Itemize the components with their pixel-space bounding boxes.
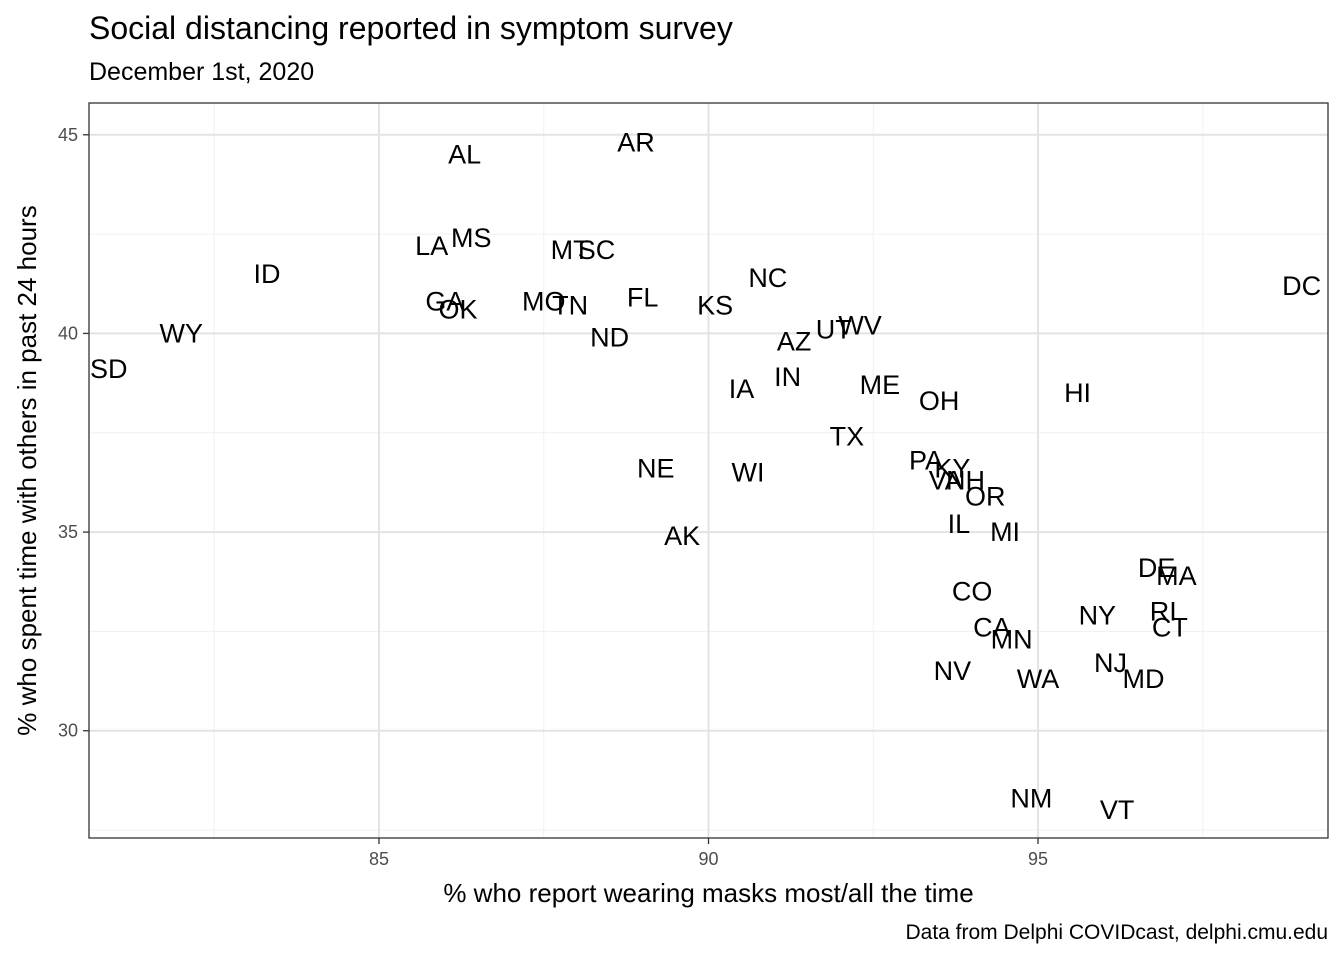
state-label: WI bbox=[732, 457, 765, 487]
state-label: PA bbox=[909, 446, 943, 476]
chart-title: Social distancing reported in symptom su… bbox=[89, 10, 733, 46]
state-label: UT bbox=[816, 314, 852, 344]
state-label: MN bbox=[991, 624, 1033, 654]
y-tick-label: 35 bbox=[58, 522, 78, 542]
state-label: MT bbox=[551, 235, 590, 265]
state-label: IA bbox=[729, 374, 755, 404]
state-label: RI bbox=[1150, 597, 1177, 627]
y-tick-label: 45 bbox=[58, 125, 78, 145]
x-tick-label: 95 bbox=[1028, 849, 1048, 869]
state-label: CA bbox=[973, 612, 1011, 642]
state-label: OR bbox=[965, 481, 1006, 511]
state-label: WA bbox=[1017, 664, 1060, 694]
state-label: NC bbox=[748, 263, 787, 293]
state-label: HI bbox=[1064, 378, 1091, 408]
state-label: WV bbox=[838, 310, 882, 340]
state-label: FL bbox=[627, 283, 659, 313]
state-label: NE bbox=[637, 454, 675, 484]
state-label: NH bbox=[946, 465, 985, 495]
state-label: CT bbox=[1152, 612, 1188, 642]
y-axis-title: % who spent time with others in past 24 … bbox=[12, 205, 42, 735]
state-label: DE bbox=[1138, 553, 1176, 583]
state-label: GA bbox=[425, 287, 464, 317]
state-label: IN bbox=[774, 362, 801, 392]
grid-lines bbox=[89, 103, 1328, 838]
state-label: OK bbox=[439, 295, 478, 325]
state-label: AR bbox=[617, 128, 655, 158]
state-label: OH bbox=[919, 386, 960, 416]
state-label: AL bbox=[448, 140, 481, 170]
state-label: NM bbox=[1010, 783, 1052, 813]
state-label: ND bbox=[590, 322, 629, 352]
state-label: ME bbox=[860, 370, 901, 400]
state-label: TX bbox=[830, 422, 865, 452]
state-label: SD bbox=[90, 354, 128, 384]
axes: 85 90 95 30 35 40 45 bbox=[58, 125, 1048, 869]
state-label: MO bbox=[522, 287, 566, 317]
state-label: WY bbox=[160, 318, 204, 348]
chart-subtitle: December 1st, 2020 bbox=[89, 58, 315, 86]
state-label: MA bbox=[1156, 561, 1197, 591]
state-label: CO bbox=[952, 577, 993, 607]
state-label: DC bbox=[1282, 271, 1321, 301]
state-label: AZ bbox=[777, 326, 812, 356]
state-label: KY bbox=[934, 454, 970, 484]
state-label: VA bbox=[929, 465, 963, 495]
x-tick-label: 85 bbox=[369, 849, 389, 869]
state-label: NV bbox=[934, 656, 972, 686]
state-label: KS bbox=[697, 291, 733, 321]
state-label: NY bbox=[1079, 601, 1117, 631]
state-label: AK bbox=[664, 521, 700, 551]
state-label: MD bbox=[1122, 664, 1164, 694]
x-axis-title: % who report wearing masks most/all the … bbox=[443, 878, 973, 908]
y-tick-label: 40 bbox=[58, 323, 78, 343]
state-label: SC bbox=[578, 235, 616, 265]
x-tick-label: 90 bbox=[698, 849, 718, 869]
state-label: TN bbox=[552, 291, 588, 321]
state-label: ID bbox=[253, 259, 280, 289]
state-label: IL bbox=[948, 509, 971, 539]
y-tick-label: 30 bbox=[58, 721, 78, 741]
state-label: MI bbox=[990, 517, 1020, 547]
state-label: VT bbox=[1100, 795, 1135, 825]
chart-caption: Data from Delphi COVIDcast, delphi.cmu.e… bbox=[905, 921, 1328, 944]
state-label: MS bbox=[451, 223, 492, 253]
state-label: LA bbox=[415, 231, 448, 261]
state-label: NJ bbox=[1094, 648, 1127, 678]
